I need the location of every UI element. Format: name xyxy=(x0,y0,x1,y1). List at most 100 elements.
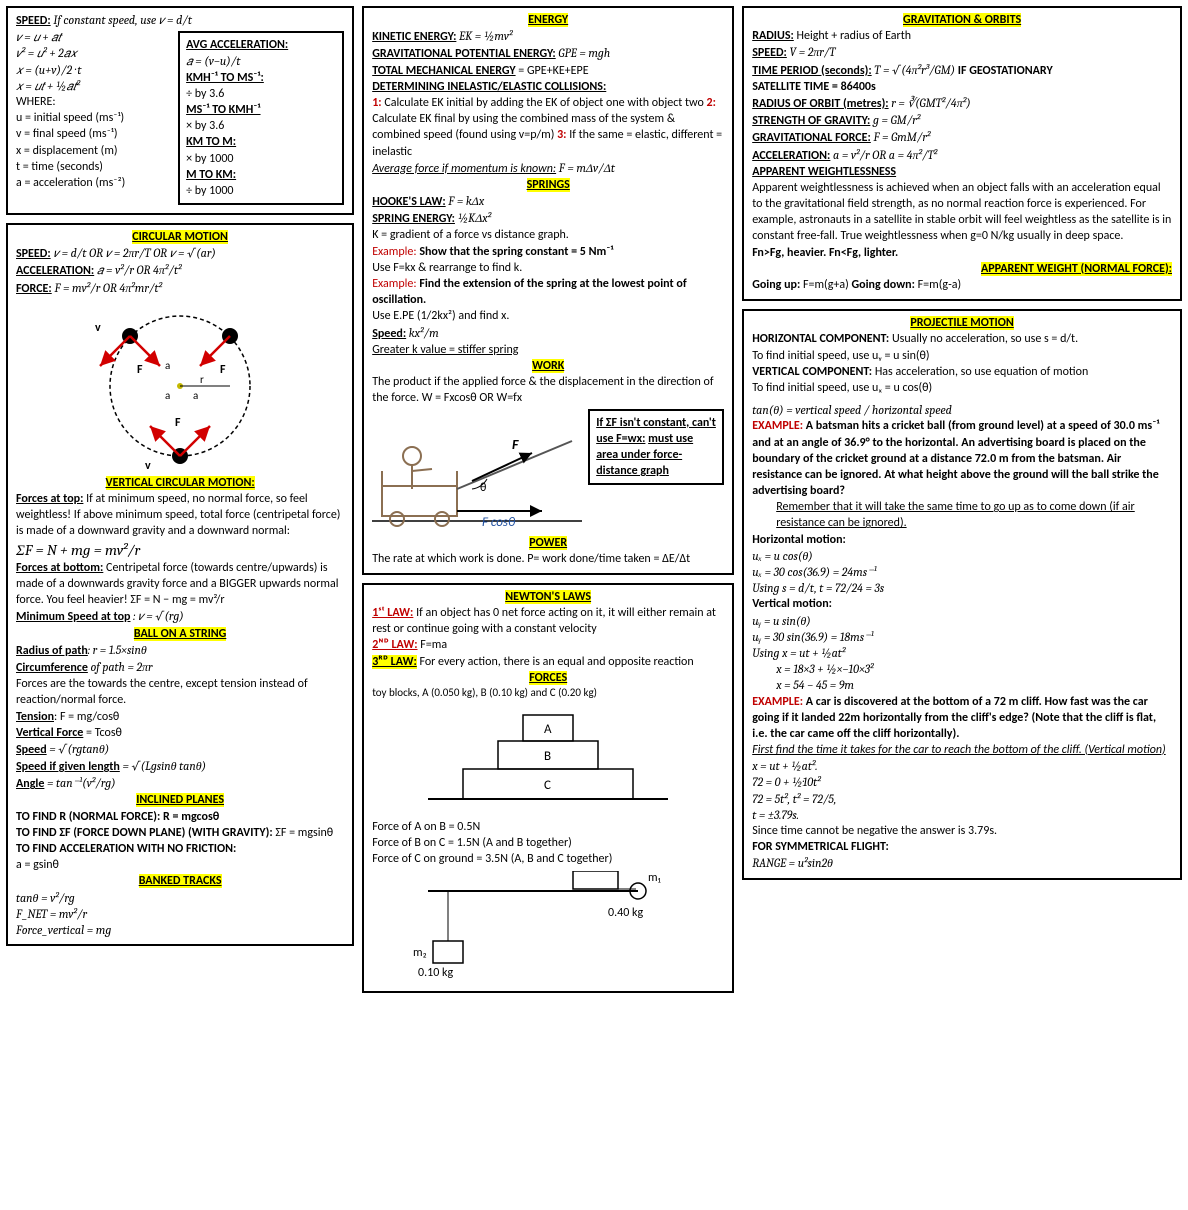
grav-tp-geo: IF GEOSTATIONARY xyxy=(958,64,1053,78)
ex1-lbl: Example: xyxy=(372,245,416,259)
grav-sg-lbl: STRENGTH OF GRAVITY: xyxy=(752,114,870,128)
vm1: uᵧ = u sin(θ) xyxy=(752,613,1172,629)
ex1b: Use F=kx & rearrange to find k. xyxy=(372,260,724,276)
km-m-title: KM TO M: xyxy=(186,135,236,149)
ball-speed2-lbl: Speed if given length xyxy=(16,760,120,774)
ke-eq: EK = ½mv² xyxy=(456,29,512,43)
vertical-force-lbl: Vertical Force xyxy=(16,726,83,740)
grav-gf-eq: F = GmM/r² xyxy=(871,130,931,144)
angle-eq: = tan⁻¹(v²/rg) xyxy=(44,776,115,790)
power-title: POWER xyxy=(529,536,567,550)
avgf-eq: F = mΔv/Δt xyxy=(556,161,615,175)
svg-text:θ: θ xyxy=(480,481,486,495)
ex2: Find the extension of the spring at the … xyxy=(372,277,686,307)
svg-text:m₂: m₂ xyxy=(413,946,427,960)
det-lbl: DETERMINING INELASTIC/ELASTIC COLLISIONS… xyxy=(372,79,724,95)
circ-force-eq: F = mv²/r OR 4π²mr/t² xyxy=(54,281,162,295)
w4: t = time (seconds) xyxy=(16,159,166,175)
incl2: TO FIND ΣF (FORCE DOWN PLANE) (WITH GRAV… xyxy=(16,826,273,840)
circ-force-lbl: FORCE: xyxy=(16,282,52,296)
grav-ro-eq: r = ∛(GMT²/4π²) xyxy=(889,96,971,110)
work-txt: The product if the applied force & the d… xyxy=(372,374,724,406)
se-eq: ½KΔx² xyxy=(455,211,491,225)
vc-lbl: VERTICAL COMPONENT: xyxy=(752,365,872,379)
circ-speed-lbl: SPEED: xyxy=(16,247,51,261)
ms-kmh-title: MS⁻¹ TO KMH⁻¹ xyxy=(186,103,260,117)
proj-note2: First find the time it takes for the car… xyxy=(752,743,1166,757)
vm5: x = 54 − 45 = 9m xyxy=(776,677,1172,693)
step2a: 2: xyxy=(707,96,716,110)
work-diagram: F θ F cosθ xyxy=(372,411,582,531)
grav-ro-lbl: RADIUS OF ORBIT (metres): xyxy=(752,97,888,111)
svg-text:m₁: m₁ xyxy=(648,871,661,885)
angle-lbl: Angle xyxy=(16,777,44,791)
eq3: 𝑥 = (u+v)/2 · t xyxy=(16,62,166,78)
gpe-eq: GPE = mgh xyxy=(556,46,610,60)
svg-text:A: A xyxy=(544,722,552,737)
proj-ex1: A batsman hits a cricket ball (from grou… xyxy=(752,419,1159,498)
range-eq: RANGE = u²sin2θ xyxy=(752,855,1172,871)
law2: F=ma xyxy=(418,638,448,652)
grav-sat: SATELLITE TIME = 86400s xyxy=(752,80,876,94)
force-a: Force of A on B = 0.5N xyxy=(372,819,724,835)
hc2: To find initial speed, use uᵧ = u sin(θ) xyxy=(752,348,1172,364)
svg-text:a: a xyxy=(165,389,170,402)
ms-kmh: × by 3.6 xyxy=(186,118,336,134)
heavier-lighter: Fn>Fg, heavier. Fn<Fg, lighter. xyxy=(752,246,898,260)
forces-top-eq: ΣF = N + mg = mv²/r xyxy=(16,540,344,560)
avg-acc-eq: 𝑎 = (v−u)/t xyxy=(186,53,336,69)
circular-motion-diagram: r v a F F a a F v xyxy=(65,301,295,471)
circumference-lbl: Circumference xyxy=(16,661,88,675)
hc-txt: Usually no acceleration, so use s = d/t. xyxy=(889,332,1078,346)
circ-speed-eq: 𝑣 = d/t OR 𝑣 = 2πr/T OR 𝑣 = √(ar) xyxy=(53,246,215,260)
tension-eq: : F = mg/cosθ xyxy=(54,710,119,724)
avg-acc-subbox: AVG ACCELERATION: 𝑎 = (v−u)/t KMH⁻¹ TO M… xyxy=(178,31,344,205)
c1: x = ut + ½at². xyxy=(752,758,1172,774)
proj-ex2-lbl: EXAMPLE: xyxy=(752,695,803,709)
newton-title: NEWTON'S LAWS xyxy=(505,590,591,604)
forces-top-lbl: Forces at top: xyxy=(16,492,83,506)
eq2: 𝑣² = 𝑢² + 2𝑎𝑥 xyxy=(16,45,166,61)
eq1: 𝑣 = 𝑢 + 𝑎𝑡 xyxy=(16,29,166,45)
hm2: uₓ = 30 cos(36.9) = 24ms⁻¹ xyxy=(752,564,1172,580)
incl3b: a = gsinθ xyxy=(16,857,344,873)
work-title: WORK xyxy=(532,359,564,373)
m-km-title: M TO KM: xyxy=(186,168,236,182)
svg-text:F: F xyxy=(220,363,226,377)
m-km: ÷ by 1000 xyxy=(186,183,336,199)
vc2: To find initial speed, use uₓ = u cos(θ) xyxy=(752,380,1172,396)
svg-text:F: F xyxy=(137,363,143,377)
ke-lbl: KINETIC ENERGY: xyxy=(372,30,456,44)
vertical-force-eq: = Tcosθ xyxy=(83,726,122,740)
going-down-eq: F=m(g-a) xyxy=(918,278,961,292)
law1: If an object has 0 net force acting on i… xyxy=(372,606,716,636)
circular-motion-box: CIRCULAR MOTION SPEED: 𝑣 = d/t OR 𝑣 = 2π… xyxy=(6,223,354,946)
vert-circ-title: VERTICAL CIRCULAR MOTION: xyxy=(106,476,255,490)
step3a: 3: xyxy=(557,128,566,142)
se-lbl: SPRING ENERGY: xyxy=(372,212,455,226)
ball-speed-lbl: Speed xyxy=(16,743,47,757)
energy-title: ENERGY xyxy=(528,13,568,27)
radius-path-eq: : r = 1.5×sinθ xyxy=(88,643,147,657)
grav-tp-lbl: TIME PERIOD (seconds): xyxy=(752,64,871,78)
svg-text:C: C xyxy=(544,778,551,793)
grav-spd-lbl: SPEED: xyxy=(752,46,787,60)
vm4: x = 18×3 + ½×−10×3² xyxy=(776,661,1172,677)
grav-rad-lbl: RADIUS: xyxy=(752,29,794,43)
work-note-box: If ΣF isn't constant, can't use F=wx: mu… xyxy=(588,409,724,486)
force-b: Force of B on C = 1.5N (A and B together… xyxy=(372,835,724,851)
w3: x = displacement (m) xyxy=(16,143,166,159)
proj-ex2: A car is discovered at the bottom of a 7… xyxy=(752,695,1156,741)
forces-title: FORCES xyxy=(529,671,567,685)
grav-acc-eq: a = v²/r OR a = 4π²/T² xyxy=(830,148,937,162)
svg-text:0.40 kg: 0.40 kg xyxy=(608,906,643,920)
law3-lbl: 3ᴿᴰ LAW: xyxy=(372,655,417,669)
km-m: × by 1000 xyxy=(186,151,336,167)
step1: Calculate EK initial by adding the EK of… xyxy=(384,96,706,110)
grav-tp-eq: T = √(4π²r³/GM) xyxy=(872,63,958,77)
avg-acc-title: AVG ACCELERATION: xyxy=(186,38,288,52)
going-up-lbl: Going up: xyxy=(752,278,800,292)
grav-acc-lbl: ACCELERATION: xyxy=(752,149,830,163)
spring-speed-eq: kx²/m xyxy=(406,326,439,340)
hooke-eq: F = kΔx xyxy=(446,194,485,208)
